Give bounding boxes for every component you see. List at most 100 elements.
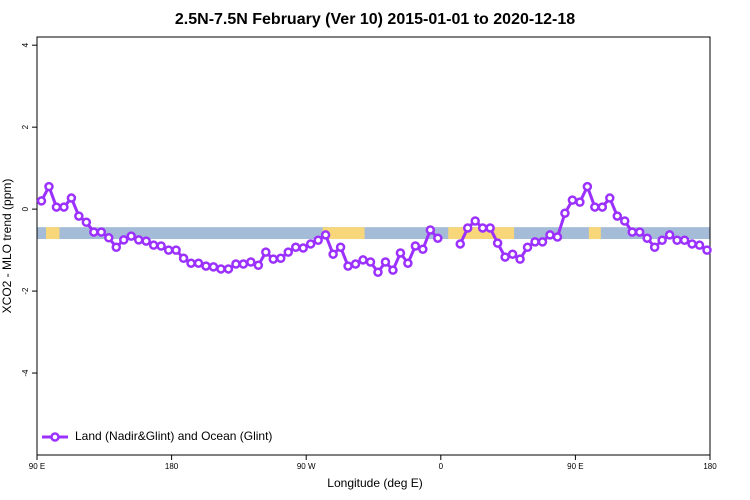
data-point <box>612 211 623 221</box>
data-point <box>231 259 241 269</box>
data-point <box>201 261 211 271</box>
data-point <box>305 239 316 249</box>
data-point <box>208 262 219 272</box>
data-point <box>418 244 428 255</box>
data-point <box>664 230 675 240</box>
data-point <box>74 211 84 221</box>
data-point <box>111 242 122 252</box>
data-point <box>470 216 480 226</box>
data-point <box>193 258 204 268</box>
data-point <box>620 216 630 226</box>
data-point <box>582 181 593 192</box>
data-point <box>410 241 421 251</box>
data-point <box>477 223 488 233</box>
plot-frame <box>36 36 711 456</box>
data-point <box>36 196 47 206</box>
data-point <box>365 257 376 267</box>
data-point <box>642 233 652 243</box>
data-point <box>515 254 525 264</box>
data-point <box>238 259 249 269</box>
land-segment <box>588 227 601 240</box>
data-point <box>246 257 256 267</box>
x-tick-label: 90 W <box>297 462 316 471</box>
data-point <box>328 249 338 259</box>
land-segment <box>45 227 60 240</box>
data-point <box>433 233 443 243</box>
data-point <box>44 181 54 192</box>
data-point <box>537 237 548 247</box>
data-point <box>51 202 62 212</box>
x-axis-label: Longitude (deg E) <box>327 476 422 490</box>
data-point <box>575 197 585 207</box>
data-point <box>313 235 323 246</box>
ocean-band <box>37 227 710 240</box>
data-point <box>507 249 518 259</box>
y-axis-label: XCO2 - MLO trend (ppm) <box>0 179 14 314</box>
data-point <box>694 240 705 250</box>
data-point <box>500 252 510 262</box>
data-point <box>485 223 495 233</box>
data-point <box>223 264 234 274</box>
y-tick-label: 2 <box>21 124 30 129</box>
data-point <box>702 245 712 255</box>
data-point <box>492 238 503 248</box>
data-point <box>141 236 151 246</box>
data-point <box>350 259 361 269</box>
data-point <box>126 231 136 241</box>
data-point <box>133 235 144 245</box>
data-point <box>171 245 181 255</box>
data-point <box>552 232 563 242</box>
data-point <box>597 202 608 212</box>
data-point <box>634 227 645 237</box>
data-point <box>216 264 226 274</box>
data-point <box>403 258 413 268</box>
y-tick-label: -4 <box>21 369 30 377</box>
data-point <box>81 217 92 227</box>
data-point <box>560 208 570 218</box>
data-point <box>156 241 166 251</box>
land-segment <box>322 227 365 240</box>
x-tick-label: 90 E <box>567 462 583 471</box>
x-tick-label: 180 <box>703 462 717 471</box>
data-point <box>335 242 346 252</box>
data-point <box>89 227 99 237</box>
x-tick-label: 0 <box>439 462 444 471</box>
chart-title: 2.5N-7.5N February (Ver 10) 2015-01-01 t… <box>175 11 575 28</box>
data-point <box>373 267 383 277</box>
y-tick-label: -2 <box>21 287 30 295</box>
data-point <box>462 223 473 233</box>
data-point <box>343 261 353 271</box>
data-point <box>425 225 436 235</box>
data-point <box>657 235 667 246</box>
legend-marker <box>50 432 60 442</box>
data-point <box>687 239 697 249</box>
data-point <box>545 230 555 240</box>
data-point <box>276 253 286 264</box>
y-tick-label: 4 <box>21 42 30 47</box>
data-point <box>649 242 660 252</box>
data-point <box>104 233 114 243</box>
data-point <box>66 193 77 203</box>
data-point <box>253 260 264 271</box>
data-point <box>672 235 682 246</box>
data-point <box>298 243 308 253</box>
data-point <box>283 247 294 257</box>
x-tick-label: 90 E <box>29 462 45 471</box>
data-point <box>358 255 368 265</box>
data-point <box>268 254 279 264</box>
data-point <box>163 245 174 255</box>
data-point <box>96 227 107 237</box>
legend-label: Land (Nadir&Glint) and Ocean (Glint) <box>75 429 272 443</box>
y-tick-label: 0 <box>21 206 30 211</box>
data-point <box>455 239 465 249</box>
data-point <box>627 227 637 237</box>
data-point <box>290 242 301 252</box>
data-point <box>388 265 398 275</box>
data-point <box>148 240 159 250</box>
data-point <box>380 257 391 267</box>
data-point <box>590 202 600 212</box>
data-point <box>261 247 271 257</box>
land-segment <box>448 227 515 240</box>
data-point <box>59 202 69 212</box>
